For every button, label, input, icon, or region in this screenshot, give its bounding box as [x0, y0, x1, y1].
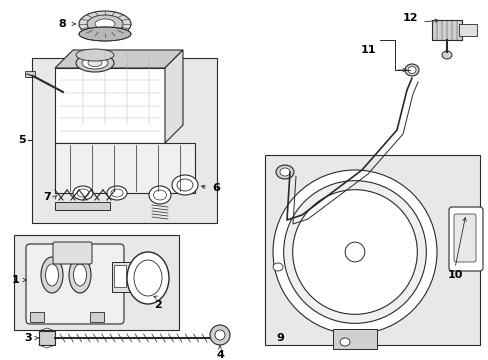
Ellipse shape	[82, 57, 108, 69]
Text: 5: 5	[18, 135, 26, 145]
Ellipse shape	[153, 190, 166, 200]
Ellipse shape	[95, 19, 115, 29]
Bar	[264, 155, 479, 345]
Ellipse shape	[339, 338, 349, 346]
Text: 11: 11	[360, 45, 375, 55]
Bar	[55, 68, 164, 143]
Ellipse shape	[88, 59, 102, 67]
Text: 10: 10	[447, 270, 462, 280]
Ellipse shape	[79, 11, 131, 37]
Bar	[39, 331, 55, 345]
Circle shape	[272, 170, 436, 334]
Ellipse shape	[73, 186, 93, 200]
FancyBboxPatch shape	[53, 242, 92, 264]
Ellipse shape	[77, 189, 89, 197]
Bar	[25, 71, 35, 77]
Ellipse shape	[404, 64, 418, 76]
Text: 8: 8	[58, 19, 66, 29]
Circle shape	[292, 190, 416, 314]
Ellipse shape	[172, 175, 198, 195]
Ellipse shape	[87, 15, 123, 33]
Text: 12: 12	[402, 13, 417, 23]
FancyBboxPatch shape	[26, 244, 124, 324]
Ellipse shape	[41, 257, 63, 293]
Bar	[30, 312, 44, 322]
Text: 4: 4	[216, 350, 224, 360]
Ellipse shape	[407, 67, 415, 73]
Bar	[458, 24, 476, 36]
Ellipse shape	[45, 264, 59, 286]
Bar	[14, 235, 179, 330]
Text: 1: 1	[12, 275, 20, 285]
Ellipse shape	[73, 264, 86, 286]
Bar	[90, 312, 104, 322]
Ellipse shape	[280, 168, 289, 176]
Ellipse shape	[111, 189, 123, 197]
Ellipse shape	[177, 179, 193, 191]
FancyBboxPatch shape	[448, 207, 482, 271]
Ellipse shape	[127, 252, 169, 304]
Text: 3: 3	[24, 333, 32, 343]
Bar	[114, 265, 126, 287]
Circle shape	[345, 242, 364, 262]
Bar	[55, 143, 195, 193]
Circle shape	[283, 181, 426, 323]
Bar	[32, 58, 217, 223]
Polygon shape	[164, 50, 183, 143]
Bar	[332, 329, 376, 349]
Ellipse shape	[107, 186, 127, 200]
Text: 9: 9	[276, 333, 284, 343]
Ellipse shape	[441, 51, 451, 59]
Text: 2: 2	[154, 300, 162, 310]
Text: 6: 6	[212, 183, 220, 193]
Ellipse shape	[215, 330, 224, 340]
Ellipse shape	[76, 54, 114, 72]
Ellipse shape	[275, 165, 293, 179]
Ellipse shape	[79, 27, 131, 41]
Ellipse shape	[149, 186, 171, 204]
Ellipse shape	[134, 260, 162, 296]
Bar	[112, 262, 130, 292]
Bar	[431, 20, 461, 40]
FancyBboxPatch shape	[453, 214, 475, 262]
Ellipse shape	[209, 325, 229, 345]
Text: 7: 7	[43, 192, 51, 202]
Polygon shape	[55, 50, 183, 68]
Ellipse shape	[272, 263, 283, 271]
Ellipse shape	[69, 257, 91, 293]
Bar	[55, 202, 110, 210]
Ellipse shape	[76, 49, 114, 61]
